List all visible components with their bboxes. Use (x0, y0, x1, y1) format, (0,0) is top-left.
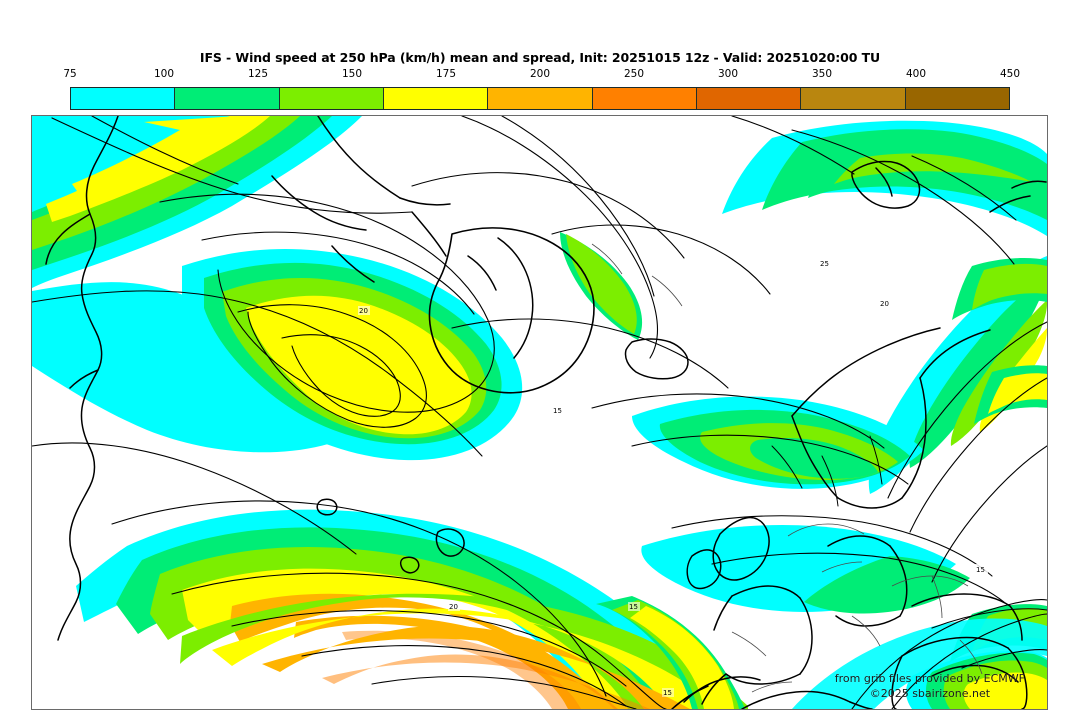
colorbar-swatch-175-200 (488, 88, 593, 109)
colorbar-swatch-200-250 (592, 88, 697, 109)
svg-text:20: 20 (449, 603, 458, 611)
map-canvas: 15 25 20 20 15 15 20 15 15 (32, 116, 1047, 709)
colorbar-swatch-125-150 (279, 88, 384, 109)
svg-text:15: 15 (553, 407, 562, 415)
colorbar-tick-75: 75 (63, 68, 77, 80)
colorbar-tick-300: 300 (717, 68, 739, 80)
colorbar-tick-labels: 75 100 125 150 175 200 250 300 350 400 450 (63, 68, 1020, 86)
colorbar-tick-350: 350 (811, 68, 833, 80)
colorbar-swatch-150-175 (383, 88, 489, 109)
colorbar-swatches (70, 87, 1010, 110)
colorbar-swatch-300-350 (801, 88, 906, 109)
svg-text:20: 20 (359, 307, 368, 315)
svg-text:15: 15 (629, 603, 638, 611)
svg-text:25: 25 (820, 260, 829, 268)
colorbar-tick-400: 400 (905, 68, 927, 80)
page-title: IFS - Wind speed at 250 hPa (km/h) mean … (199, 50, 881, 65)
colorbar-swatch-75-100 (71, 88, 176, 109)
colorbar-tick-175: 175 (435, 68, 457, 80)
colorbar-tick-100: 100 (153, 68, 175, 80)
colorbar-tick-250: 250 (623, 68, 645, 80)
svg-text:20: 20 (880, 300, 889, 308)
colorbar-tick-150: 150 (341, 68, 363, 80)
colorbar-tick-450: 450 (999, 68, 1021, 80)
colorbar-swatch-350-450 (905, 88, 1009, 109)
colorbar-legend: 75 100 125 150 175 200 250 300 350 400 450 (63, 68, 1020, 110)
colorbar-swatch-250-300 (696, 88, 802, 109)
colorbar-tick-200: 200 (529, 68, 551, 80)
svg-text:15: 15 (663, 689, 672, 697)
svg-text:15: 15 (976, 566, 985, 574)
map-plot-area[interactable]: 15 25 20 20 15 15 20 15 15 (31, 115, 1048, 710)
colorbar-swatch-100-125 (175, 88, 280, 109)
colorbar-tick-125: 125 (247, 68, 269, 80)
